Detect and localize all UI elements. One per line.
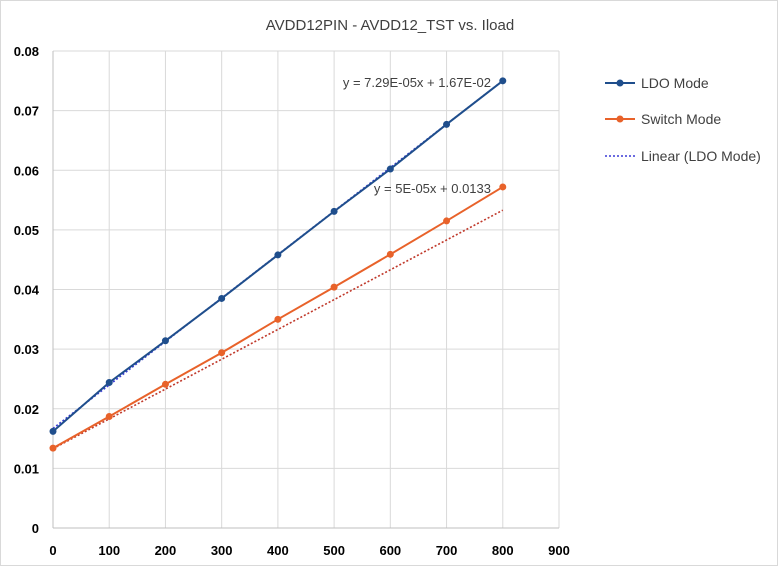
data-point bbox=[105, 379, 113, 387]
x-tick-label: 400 bbox=[267, 543, 289, 558]
x-tick-label: 600 bbox=[379, 543, 401, 558]
data-point bbox=[499, 183, 507, 191]
legend: LDO Mode Switch Mode Linear (LDO Mode) bbox=[605, 75, 761, 164]
data-point bbox=[161, 380, 169, 388]
x-tick-label: 500 bbox=[323, 543, 345, 558]
data-point bbox=[386, 250, 394, 258]
legend-label: Switch Mode bbox=[641, 111, 721, 127]
data-point bbox=[499, 77, 507, 85]
data-point bbox=[49, 427, 57, 435]
series-lines bbox=[49, 77, 507, 452]
y-tick-label: 0.08 bbox=[14, 44, 39, 59]
x-tick-label: 200 bbox=[155, 543, 177, 558]
data-point bbox=[386, 165, 394, 173]
x-tick-label: 800 bbox=[492, 543, 514, 558]
y-tick-label: 0.04 bbox=[14, 283, 40, 298]
y-tick-label: 0 bbox=[32, 521, 39, 536]
y-tick-label: 0.01 bbox=[14, 461, 39, 476]
x-tick-label: 300 bbox=[211, 543, 233, 558]
chart-title: AVDD12PIN - AVDD12_TST vs. Iload bbox=[266, 17, 514, 34]
data-point bbox=[330, 283, 338, 291]
data-point bbox=[218, 349, 226, 357]
y-tick-label: 0.05 bbox=[14, 223, 39, 238]
data-point bbox=[443, 217, 451, 225]
legend-marker bbox=[616, 79, 624, 87]
data-point bbox=[274, 251, 282, 259]
data-point bbox=[161, 337, 169, 345]
x-tick-label: 0 bbox=[49, 543, 56, 558]
trendline-equation: y = 5E-05x + 0.0133 bbox=[374, 181, 491, 196]
data-point bbox=[218, 294, 226, 302]
trendline-equations: y = 7.29E-05x + 1.67E-02 y = 5E-05x + 0.0… bbox=[343, 75, 491, 196]
gridlines bbox=[52, 50, 560, 529]
y-tick-label: 0.06 bbox=[14, 163, 39, 178]
x-tick-label: 900 bbox=[548, 543, 570, 558]
legend-label: LDO Mode bbox=[641, 75, 709, 91]
x-tick-label: 100 bbox=[98, 543, 120, 558]
legend-label: Linear (LDO Mode) bbox=[641, 148, 761, 164]
data-point bbox=[49, 444, 57, 452]
trendline-2 bbox=[52, 209, 504, 450]
axes: 0 0.01 0.02 0.03 0.04 0.05 0.06 0.07 0.08 0 100 200… bbox=[14, 44, 570, 558]
y-tick-label: 0.03 bbox=[14, 342, 39, 357]
trendline-equation: y = 7.29E-05x + 1.67E-02 bbox=[343, 75, 491, 90]
legend-marker bbox=[616, 115, 624, 123]
data-point bbox=[105, 413, 113, 421]
data-point bbox=[330, 207, 338, 215]
data-point bbox=[274, 315, 282, 323]
x-tick-label: 700 bbox=[436, 543, 458, 558]
data-point bbox=[443, 120, 451, 128]
y-tick-label: 0.07 bbox=[14, 104, 39, 119]
y-tick-label: 0.02 bbox=[14, 402, 39, 417]
